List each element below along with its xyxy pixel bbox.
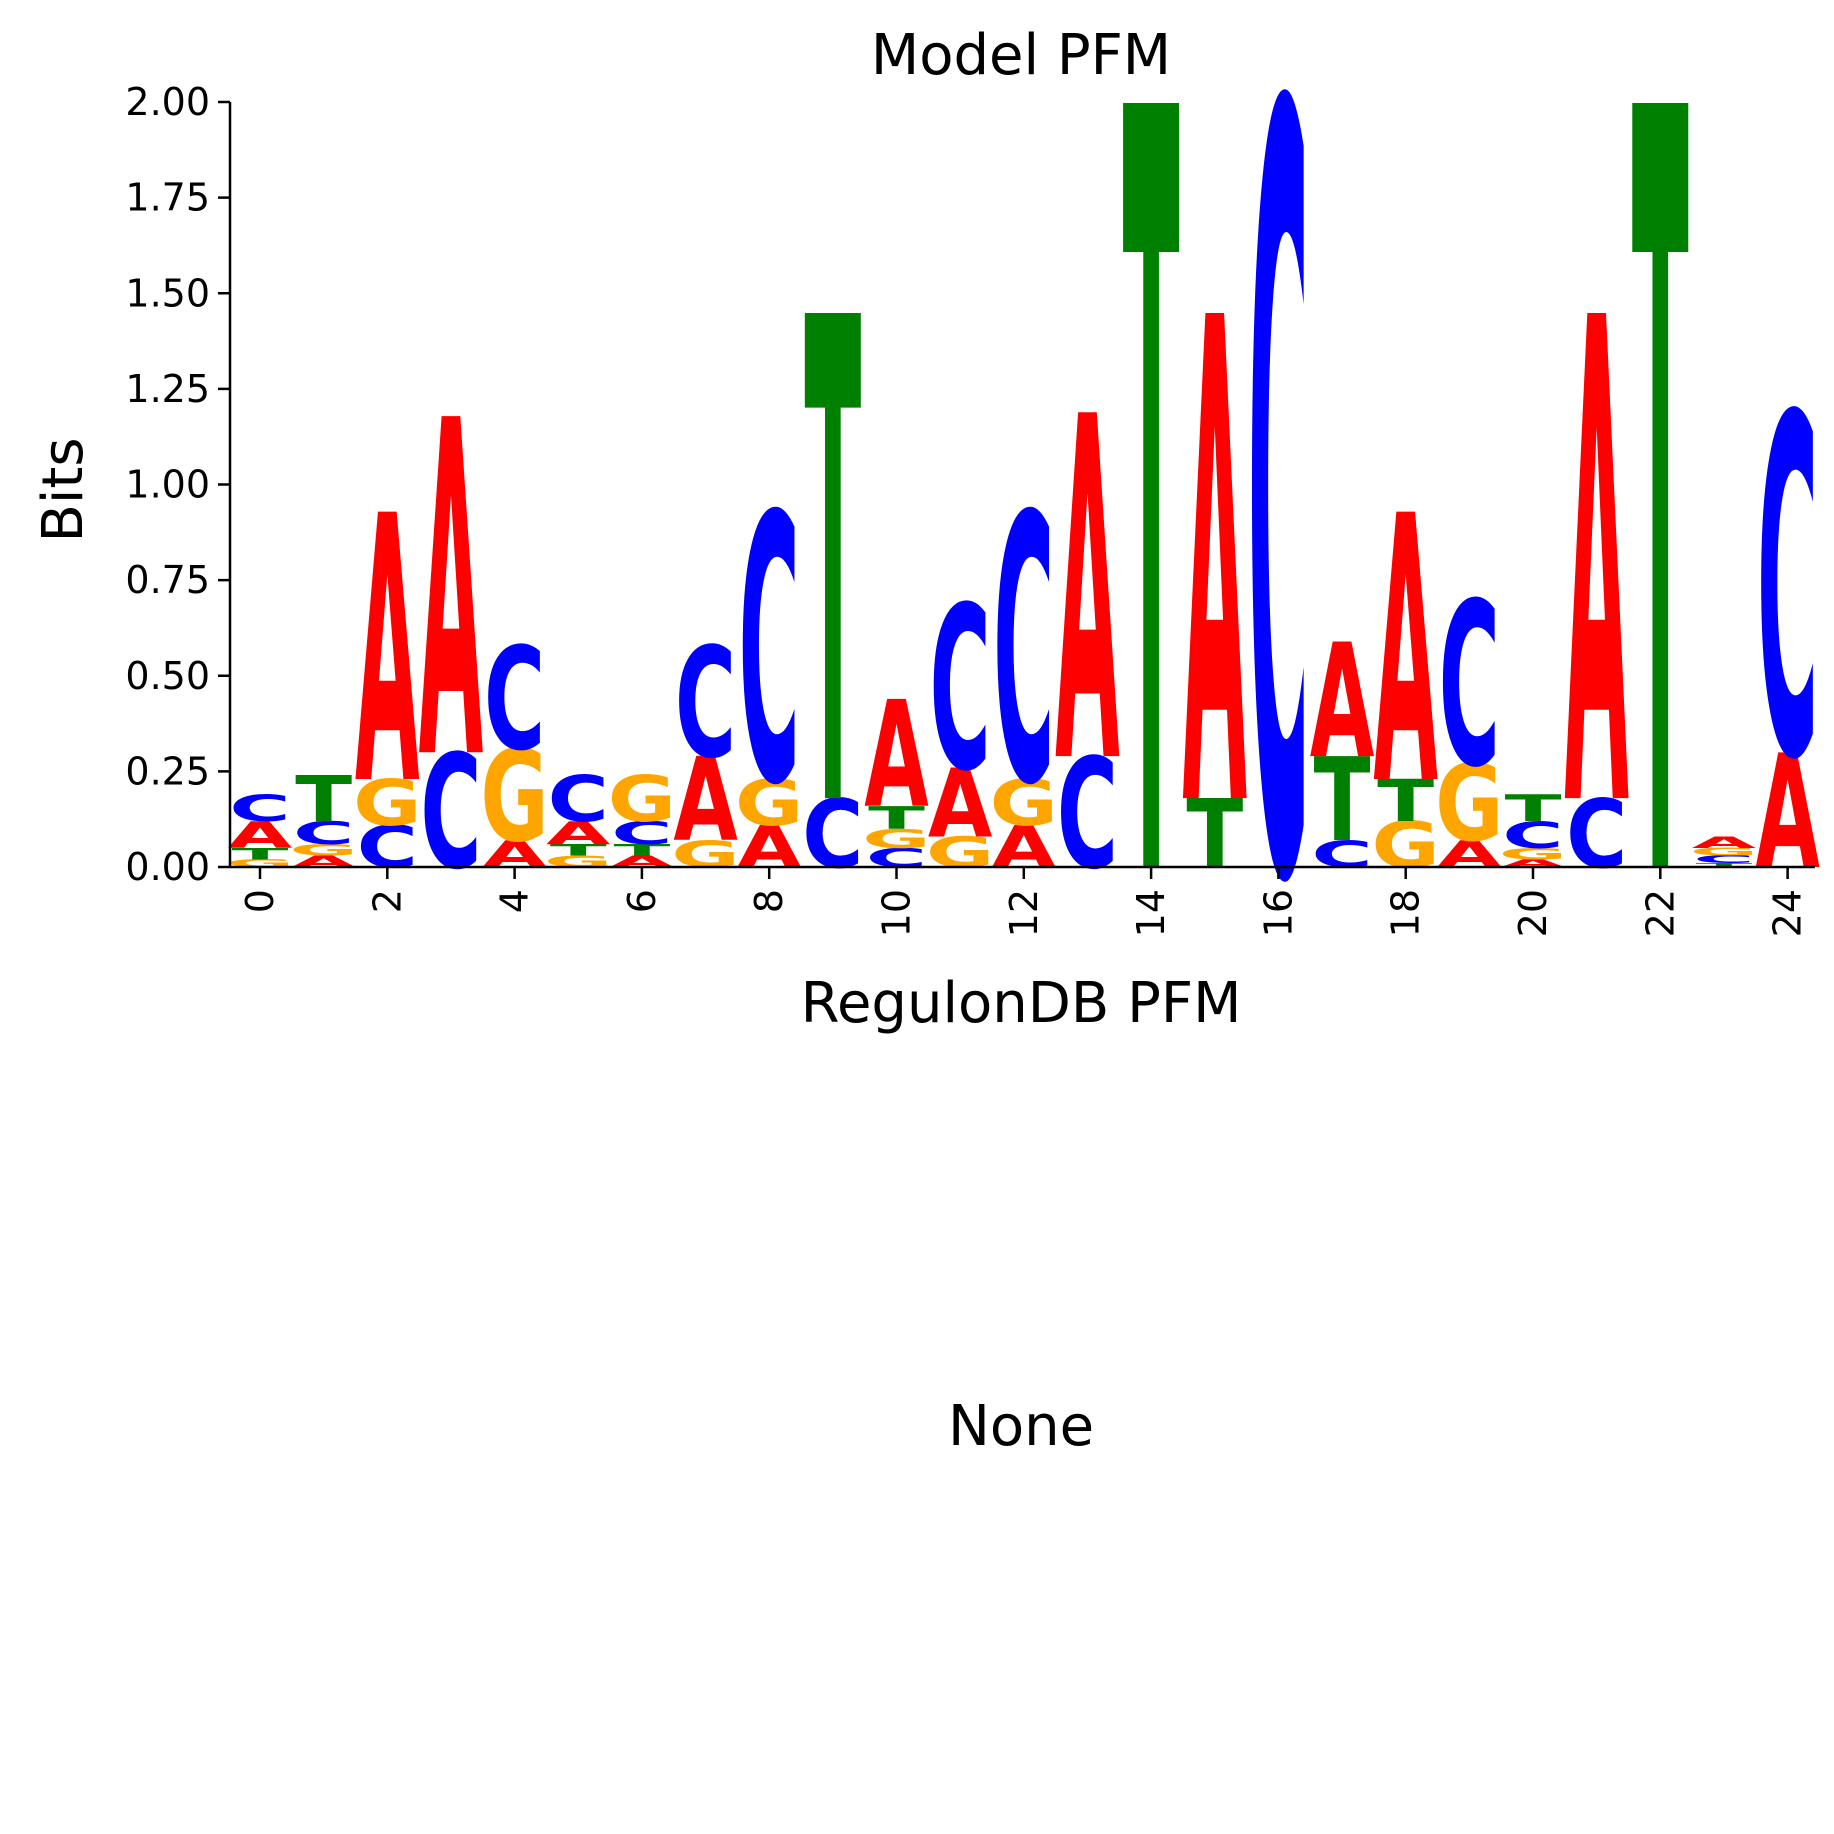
logo-letter-G: G bbox=[671, 833, 739, 876]
logo-letter-A: A bbox=[1373, 438, 1438, 866]
logo-letter-A: A bbox=[1564, 181, 1629, 956]
y-tick-label: 1.00 bbox=[125, 463, 210, 507]
x-tick-label: 0 bbox=[238, 889, 282, 913]
logo-letter-A: A bbox=[1055, 319, 1120, 868]
y-tick-label: 0.50 bbox=[125, 654, 210, 698]
logo-letter-G: G bbox=[1499, 845, 1567, 863]
logo-letter-G: G bbox=[353, 767, 421, 840]
logo-letter-A: A bbox=[1310, 610, 1374, 794]
logo-letter-C: C bbox=[675, 615, 736, 792]
x-tick-label: 16 bbox=[1256, 889, 1300, 937]
logo-letter-C: C bbox=[548, 763, 609, 836]
y-tick-label: 0.25 bbox=[125, 749, 210, 793]
logo-letter-C: C bbox=[1693, 854, 1754, 866]
x-tick-label: 14 bbox=[1129, 889, 1173, 937]
logo-letter-A: A bbox=[228, 814, 293, 857]
x-tick-label: 22 bbox=[1638, 889, 1682, 937]
logo-letter-T: T bbox=[613, 841, 670, 859]
logo-letter-C: C bbox=[993, 438, 1054, 866]
logo-letter-A: A bbox=[928, 748, 993, 858]
logo-letter-A: A bbox=[864, 671, 928, 842]
logo-letter-G: G bbox=[480, 725, 548, 871]
logo-letter-A: A bbox=[419, 325, 484, 862]
x-axis-label: RegulonDB PFM bbox=[801, 971, 1242, 1036]
y-tick-label: 1.25 bbox=[125, 367, 210, 411]
y-axis-label: Bits bbox=[31, 437, 96, 542]
x-tick-label: 20 bbox=[1511, 889, 1555, 937]
x-tick-label: 12 bbox=[1002, 889, 1046, 937]
logo-letter-T: T bbox=[1314, 734, 1371, 868]
x-tick-label: 6 bbox=[620, 889, 664, 913]
logo-letter-C: C bbox=[1248, 0, 1309, 1115]
y-tick-label: 2.00 bbox=[125, 80, 210, 124]
logo-letter-G: G bbox=[608, 763, 676, 836]
x-tick-label: 2 bbox=[365, 889, 409, 913]
logo-letter-A: A bbox=[673, 734, 738, 868]
logo-letter-C: C bbox=[1502, 814, 1563, 857]
y-axis: 0.00 0.25 0.50 0.75 1.00 1.25 1.50 1.75 2.00 bbox=[125, 80, 232, 889]
logo-letter-C: C bbox=[1311, 833, 1372, 876]
y-tick-label: 1.50 bbox=[125, 271, 210, 315]
logo-letter-T: T bbox=[1186, 779, 1243, 889]
chart-title: Model PFM bbox=[871, 23, 1171, 88]
x-tick-label: 24 bbox=[1766, 889, 1810, 937]
logo-letter-C: C bbox=[930, 559, 991, 822]
logo-letter-A: A bbox=[1437, 833, 1502, 876]
x-axis: 0 2 4 6 8 10 12 14 16 18 20 22 24 bbox=[230, 865, 1815, 937]
y-tick-label: 0.75 bbox=[125, 558, 210, 602]
logo-letter-T: T bbox=[550, 841, 607, 859]
logo-letter-C: C bbox=[1566, 779, 1627, 889]
logo-letter-C: C bbox=[802, 779, 863, 889]
logo-letter-A: A bbox=[1183, 181, 1248, 956]
logo-letter-T: T bbox=[295, 763, 352, 836]
logo-letter-C: C bbox=[484, 618, 545, 783]
logo-letter-C: C bbox=[1057, 726, 1118, 903]
logo-letter-G: G bbox=[1690, 846, 1758, 858]
logo-letter-A: A bbox=[1692, 833, 1757, 851]
logo-letter-C: C bbox=[229, 787, 290, 830]
x-tick-label: 10 bbox=[875, 889, 919, 937]
second-panel-label: None bbox=[948, 1394, 1094, 1459]
logo-letter-A: A bbox=[546, 815, 611, 851]
logo-letter-C: C bbox=[1757, 319, 1818, 862]
logo-letter-G: G bbox=[862, 824, 930, 855]
logo-letter-T: T bbox=[1505, 787, 1562, 830]
logo-letter-C: C bbox=[739, 438, 800, 866]
logo-letter-T: T bbox=[804, 181, 861, 956]
logo-letter-T: T bbox=[868, 800, 925, 836]
logo-letter-G: G bbox=[990, 767, 1058, 840]
logo-letter-G: G bbox=[1435, 744, 1503, 866]
logo-letter-T: T bbox=[1123, 0, 1180, 1115]
x-tick-label: 4 bbox=[493, 889, 537, 913]
logo-letter-T: T bbox=[1696, 862, 1753, 868]
logo-letter-A: A bbox=[355, 438, 420, 866]
logo-letter-C: C bbox=[611, 815, 672, 851]
logo-letter-C: C bbox=[1439, 555, 1500, 818]
logo-letter-T: T bbox=[1632, 0, 1689, 1115]
logo-letter-C: C bbox=[420, 721, 481, 905]
x-tick-label: 18 bbox=[1384, 889, 1428, 937]
logo-letter-T: T bbox=[1377, 768, 1434, 835]
logo-letter-G: G bbox=[926, 828, 994, 877]
logo-letter-T: T bbox=[232, 845, 289, 863]
logo-letter-G: G bbox=[289, 841, 357, 859]
logo-letter-G: G bbox=[735, 767, 803, 840]
logo-letter-C: C bbox=[293, 815, 354, 851]
y-tick-label: 0.00 bbox=[125, 845, 210, 889]
y-tick-label: 1.75 bbox=[125, 176, 210, 220]
x-tick-label: 8 bbox=[747, 889, 791, 913]
